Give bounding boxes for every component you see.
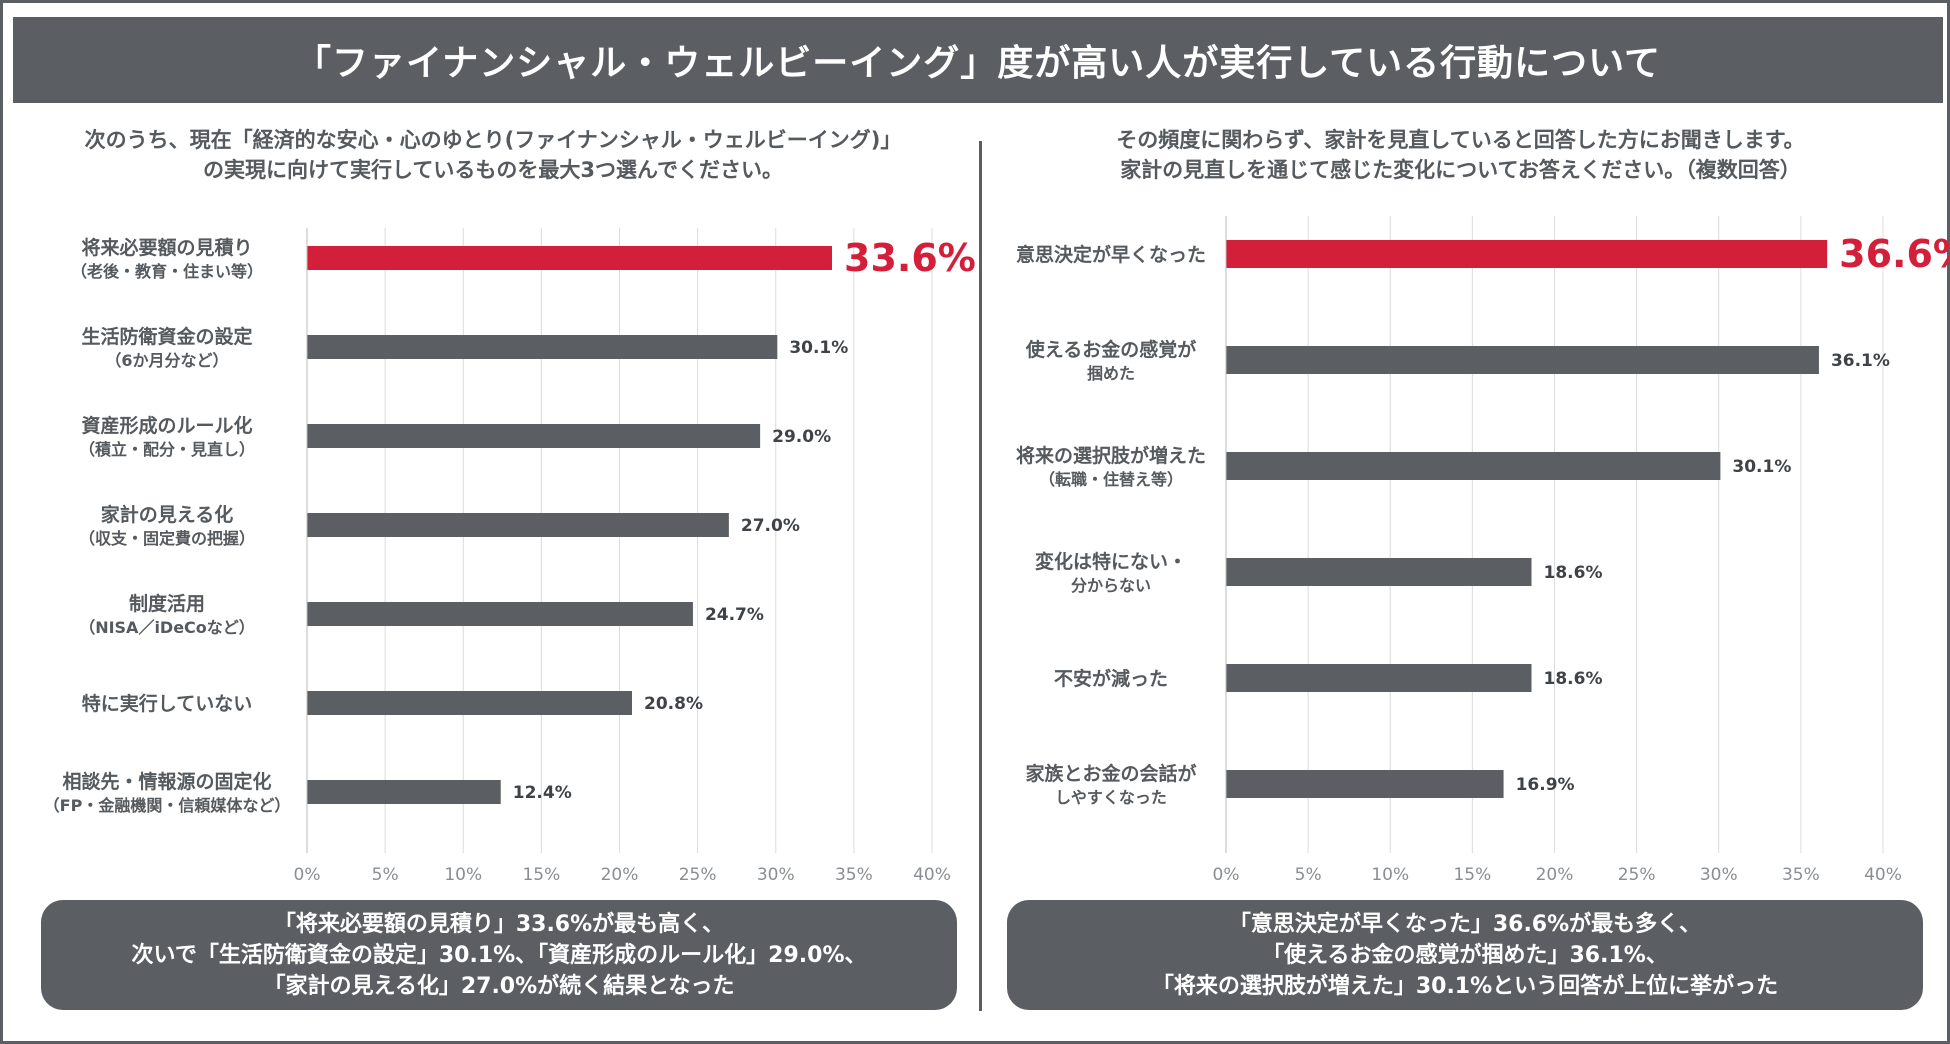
left-summary-box: 「将来必要額の見積り」33.6%が最も高く、 次いで「生活防衛資金の設定」30.… xyxy=(41,900,957,1010)
x-tick-label: 20% xyxy=(1536,865,1574,885)
x-tick-label: 5% xyxy=(372,865,399,885)
value-label: 30.1% xyxy=(789,338,848,358)
x-tick-label: 0% xyxy=(1213,865,1240,885)
value-label: 36.1% xyxy=(1831,351,1890,371)
left-question-line: の実現に向けて実行しているものを最大3つ選んでください。 xyxy=(203,158,783,182)
category-label: 変化は特にない・ xyxy=(1035,550,1187,573)
x-tick-label: 20% xyxy=(601,865,639,885)
bar xyxy=(1226,558,1532,586)
bar xyxy=(1226,664,1532,692)
panel-divider xyxy=(979,141,982,1011)
x-tick-label: 30% xyxy=(757,865,795,885)
x-tick-label: 10% xyxy=(444,865,482,885)
right-bar-chart: 0% 5% 10% 15% 20% 25% 30% 35% 40% 36.6% 意思決定が早くなった… xyxy=(1016,216,1950,885)
left-summary-line: 「家計の見える化」27.0%が続く結果となった xyxy=(263,973,735,999)
page-title: 「ファイナンシャル・ウェルビーイング」度が高い人が実行している行動について xyxy=(13,17,1943,103)
value-label: 12.4% xyxy=(513,783,572,803)
left-summary-line: 「将来必要額の見積り」33.6%が最も高く、 xyxy=(273,911,725,937)
x-tick-label: 0% xyxy=(294,865,321,885)
x-tick-label: 15% xyxy=(1453,865,1491,885)
value-label: 29.0% xyxy=(772,427,831,447)
category-label: 将来の選択肢が増えた xyxy=(1016,444,1206,467)
x-tick-label: 10% xyxy=(1371,865,1409,885)
category-label: 将来必要額の見積り xyxy=(81,236,252,259)
category-label: 制度活用 xyxy=(129,592,205,615)
category-label: 相談先・情報源の固定化 xyxy=(62,770,271,793)
right-question: その頻度に関わらず、家計を見直していると回答した方にお聞きします。 家計の見直し… xyxy=(988,125,1933,185)
x-tick-label: 5% xyxy=(1295,865,1322,885)
value-label: 24.7% xyxy=(705,605,764,625)
bar xyxy=(1226,346,1819,374)
category-label: 掴めた xyxy=(1087,364,1135,383)
value-label: 20.8% xyxy=(644,694,703,714)
category-label: 不安が減った xyxy=(1054,667,1168,690)
left-summary-line: 次いで「生活防衛資金の設定」30.1%、「資産形成のルール化」29.0%、 xyxy=(131,942,867,968)
bar xyxy=(307,780,501,804)
category-label: 特に実行していない xyxy=(82,692,252,715)
x-tick-label: 35% xyxy=(835,865,873,885)
value-label: 27.0% xyxy=(741,516,800,536)
category-label: （積立・配分・見直し） xyxy=(79,440,255,459)
value-label: 18.6% xyxy=(1544,563,1603,583)
category-label: （FP・金融機関・信頼媒体など） xyxy=(44,796,291,815)
bar xyxy=(1226,770,1504,798)
value-label: 18.6% xyxy=(1544,669,1603,689)
right-question-line: 家計の見直しを通じて感じた変化についてお答えください。（複数回答） xyxy=(1120,158,1801,182)
x-tick-label: 35% xyxy=(1782,865,1820,885)
x-tick-label: 40% xyxy=(1864,865,1902,885)
right-question-line: その頻度に関わらず、家計を見直していると回答した方にお聞きします。 xyxy=(1116,128,1805,152)
x-tick-label: 25% xyxy=(679,865,717,885)
bar xyxy=(307,424,761,448)
category-label: しやすくなった xyxy=(1055,788,1167,807)
x-tick-label: 15% xyxy=(522,865,560,885)
right-summary-box: 「意思決定が早くなった」36.6%が最も多く、 「使えるお金の感覚が掴めた」36… xyxy=(1007,900,1923,1010)
category-label: 使えるお金の感覚が xyxy=(1025,338,1196,361)
bar xyxy=(307,602,693,626)
bar xyxy=(307,335,778,359)
x-tick-label: 40% xyxy=(913,865,951,885)
value-label: 16.9% xyxy=(1516,775,1575,795)
bar xyxy=(1226,240,1828,268)
bar xyxy=(307,246,832,270)
left-question-line: 次のうち、現在「経済的な安心・心のゆとり(ファイナンシャル・ウェルビーイング)」 xyxy=(84,128,902,152)
value-label: 30.1% xyxy=(1732,457,1791,477)
value-label: 33.6% xyxy=(844,236,976,280)
category-label: （収支・固定費の把握） xyxy=(79,529,255,548)
category-label: 家族とお金の会話が xyxy=(1025,762,1196,785)
x-tick-label: 25% xyxy=(1618,865,1656,885)
category-label: （6か月分など） xyxy=(105,351,228,370)
category-label: 生活防衛資金の設定 xyxy=(81,325,252,348)
right-summary-line: 「将来の選択肢が増えた」30.1%という回答が上位に挙がった xyxy=(1151,973,1779,999)
bar xyxy=(307,691,632,715)
right-summary-line: 「使えるお金の感覚が掴めた」36.1%、 xyxy=(1262,942,1668,968)
value-label: 36.6% xyxy=(1839,232,1950,276)
category-label: （NISA／iDeCoなど） xyxy=(79,618,255,637)
category-label: 意思決定が早くなった xyxy=(1016,243,1206,266)
x-tick-label: 30% xyxy=(1700,865,1738,885)
category-label: 資産形成のルール化 xyxy=(81,414,252,437)
left-bar-chart: 0% 5% 10% 15% 20% 25% 30% 35% 40% 33.6% 将来必要額の見積り （… xyxy=(44,228,976,885)
right-summary-line: 「意思決定が早くなった」36.6%が最も多く、 xyxy=(1228,911,1702,937)
bar xyxy=(307,513,729,537)
left-question: 次のうち、現在「経済的な安心・心のゆとり(ファイナンシャル・ウェルビーイング)」… xyxy=(23,125,963,185)
category-label: 分からない xyxy=(1071,576,1151,595)
category-label: 家計の見える化 xyxy=(101,503,233,526)
category-label: （老後・教育・住まい等） xyxy=(71,262,263,281)
bar xyxy=(1226,452,1721,480)
category-label: （転職・住替え等） xyxy=(1039,470,1183,489)
